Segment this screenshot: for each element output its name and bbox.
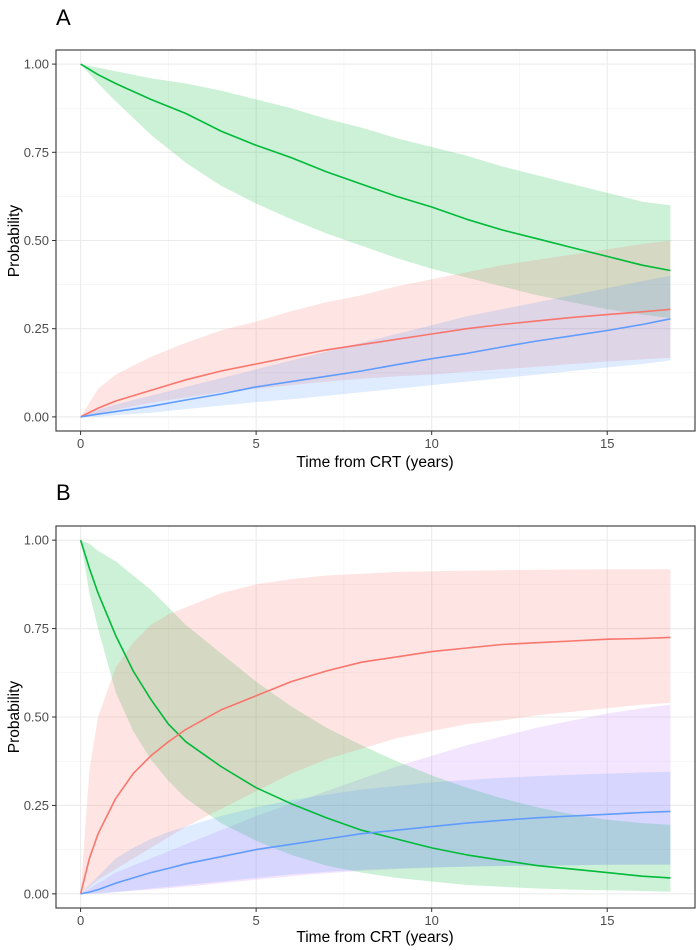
red-series-line bbox=[79, 636, 671, 895]
x-tick-label: 15 bbox=[600, 913, 614, 928]
panel-b-series-lines bbox=[79, 539, 671, 895]
red-confidence-band bbox=[80, 240, 671, 417]
x-tick-label: 0 bbox=[77, 436, 84, 451]
x-tick-label: 10 bbox=[424, 913, 438, 928]
panel-b: B 0 5 10 15 0.00 0.25 0.50 0.75 1.00 Time from C… bbox=[6, 480, 696, 946]
panel-a-confidence-bands bbox=[80, 64, 671, 417]
x-tick-label: 10 bbox=[424, 436, 438, 451]
panel-a: A 0 5 10 15 0.00 0.25 0.50 0.75 1.00 Time from C… bbox=[6, 5, 696, 471]
panel-a-x-axis-title: Time from CRT (years) bbox=[296, 454, 453, 471]
panel-a-gridlines bbox=[56, 50, 695, 431]
panel-a-axis-ticks: 0 5 10 15 0.00 0.25 0.50 0.75 1.00 bbox=[24, 57, 615, 451]
red-confidence-band bbox=[80, 569, 671, 894]
blue-series-line bbox=[80, 318, 671, 418]
purple-confidence-band bbox=[80, 704, 671, 894]
y-tick-label: 1.00 bbox=[24, 57, 49, 72]
x-tick-label: 5 bbox=[253, 436, 260, 451]
red-series-line bbox=[80, 308, 671, 418]
green-confidence-band bbox=[80, 540, 671, 892]
y-tick-label: 0.00 bbox=[24, 409, 49, 424]
panel-a-series-lines bbox=[80, 63, 671, 418]
blue-series-line bbox=[80, 810, 671, 895]
y-tick-label: 0.25 bbox=[24, 321, 49, 336]
x-tick-label: 15 bbox=[600, 436, 614, 451]
panel-a-y-axis-title: Probability bbox=[6, 205, 23, 278]
y-tick-label: 0.25 bbox=[24, 798, 49, 813]
panel-letter-a: A bbox=[56, 5, 71, 30]
green-series-line bbox=[80, 63, 671, 272]
y-tick-label: 0.75 bbox=[24, 145, 49, 160]
y-tick-label: 1.00 bbox=[24, 533, 49, 548]
y-tick-label: 0.50 bbox=[24, 710, 49, 725]
panel-b-axis-ticks: 0 5 10 15 0.00 0.25 0.50 0.75 1.00 bbox=[24, 533, 615, 928]
y-tick-label: 0.75 bbox=[24, 621, 49, 636]
y-tick-label: 0.50 bbox=[24, 233, 49, 248]
x-tick-label: 5 bbox=[253, 913, 260, 928]
panel-b-x-axis-title: Time from CRT (years) bbox=[296, 929, 453, 946]
panel-letter-b: B bbox=[56, 480, 71, 505]
green-confidence-band bbox=[80, 64, 671, 319]
y-tick-label: 0.00 bbox=[24, 886, 49, 901]
panel-b-y-axis-title: Probability bbox=[6, 681, 23, 754]
green-series-line bbox=[79, 539, 671, 879]
blue-confidence-band bbox=[80, 275, 671, 417]
x-tick-label: 0 bbox=[77, 913, 84, 928]
